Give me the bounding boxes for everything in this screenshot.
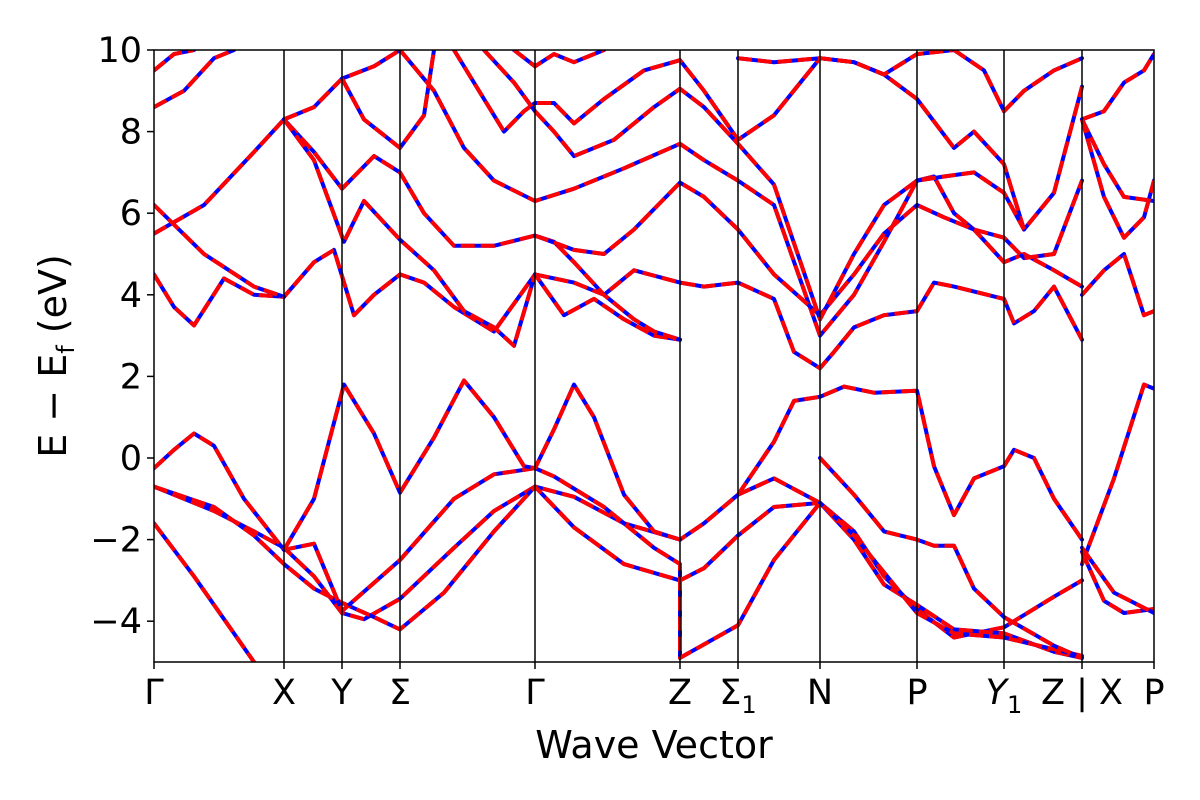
k-point-lines [283, 50, 1083, 662]
x-axis-title: Wave Vector [535, 723, 773, 767]
band-line-overlay-4 [282, 378, 681, 551]
y-tick-label-5: 6 [120, 194, 142, 234]
x-tick-label-main-7: N [807, 673, 833, 713]
x-tick-label-3: Σ [389, 673, 411, 713]
x-tick-label-10: Z | X [1041, 673, 1123, 713]
y-axis-title-main: E − E [31, 354, 75, 458]
band-line-overlay-19 [534, 179, 1084, 318]
band-line-overlay-15 [154, 50, 195, 72]
x-tick-label-9: Y1 [986, 673, 1023, 719]
band-line-29 [1080, 252, 1154, 318]
band-line-13 [282, 117, 537, 348]
x-tick-label-main-5: Z [668, 673, 692, 713]
x-tick-label-main-2: Y [330, 673, 353, 713]
band-line-overlay-17 [340, 50, 436, 150]
band-line-overlay-2 [154, 484, 1083, 660]
y-axis-title-unit: (eV) [31, 254, 75, 345]
x-tick-label-8: P [906, 673, 927, 713]
band-line-overlay-7 [1080, 550, 1154, 615]
band-line-27 [1080, 52, 1154, 122]
band-line-overlay-10 [154, 247, 681, 342]
band-line-overlay-27 [1081, 53, 1154, 122]
x-tick-label-2: Y [330, 673, 353, 713]
y-tick-label-2: 0 [120, 439, 142, 479]
y-tick-label-6: 8 [120, 113, 142, 153]
band-line-overlay-18 [398, 50, 1084, 338]
y-tick-label-1: −2 [90, 521, 142, 561]
band-line-19 [533, 178, 1084, 318]
band-line-23 [512, 50, 606, 69]
x-tick-label-main-3: Σ [389, 673, 411, 713]
x-tick-label-main-11: P [1143, 673, 1164, 713]
band-line-overlay-5 [736, 384, 1084, 541]
band-line-overlay-25 [952, 50, 1083, 114]
y-axis-title-sub: f [52, 345, 80, 354]
band-line-5 [736, 384, 1084, 542]
x-tick-label-0: Γ [144, 673, 164, 713]
band-line-17 [340, 50, 436, 150]
y-tick-label-7: 10 [97, 31, 142, 71]
band-line-overlay-20 [534, 268, 1084, 371]
band-line-overlay-6 [818, 456, 1083, 660]
x-tick-label-main-10: Z | X [1041, 673, 1123, 713]
band-line-overlay-23 [512, 50, 605, 69]
bands-layer [154, 50, 1154, 662]
band-line-overlay-8 [1080, 382, 1154, 565]
x-tick-label-1: X [272, 673, 296, 713]
x-tick-label-main-8: P [906, 673, 927, 713]
band-line-overlay-28 [1080, 118, 1154, 240]
x-tick-label-main-4: Γ [525, 673, 545, 713]
y-tick-label-4: 4 [120, 276, 142, 316]
x-tick-label-11: P [1143, 673, 1164, 713]
band-line-overlay-3 [154, 431, 1083, 660]
band-line-overlay-11 [154, 117, 681, 342]
x-tick-label-main-6: Σ [719, 673, 741, 713]
band-line-11 [154, 117, 682, 342]
band-line-overlay-29 [1080, 252, 1154, 318]
y-axis-title: E − Ef (eV) [31, 254, 80, 458]
band-line-overlay-13 [282, 118, 537, 348]
band-line-overlay-9 [1080, 546, 1154, 615]
plot-frame [153, 49, 1155, 663]
y-tick-label-3: 2 [120, 357, 142, 397]
x-tick-label-5: Z [668, 673, 692, 713]
x-tick-label-4: Γ [525, 673, 545, 713]
y-tick-label-0: −4 [90, 602, 142, 642]
band-line-overlay-12 [154, 203, 285, 299]
x-tick-label-7: N [807, 673, 833, 713]
band-line-overlay-14 [154, 50, 235, 109]
x-tick-label-6: Σ1 [719, 673, 756, 719]
x-tick-label-main-9: Y [986, 673, 1010, 713]
x-tick-label-main-0: Γ [144, 673, 164, 713]
band-line-overlay-24 [737, 50, 955, 77]
band-line-overlay-0 [154, 522, 256, 662]
x-tick-label-sub-6: 1 [741, 691, 756, 719]
x-tick-label-main-1: X [272, 673, 296, 713]
y-ticks: −4 −2 0 2 4 6 8 10 [90, 31, 154, 642]
band-line-25 [952, 50, 1084, 114]
band-line-overlay-26 [1080, 118, 1154, 203]
x-tick-label-sub-9: 1 [1007, 691, 1022, 719]
